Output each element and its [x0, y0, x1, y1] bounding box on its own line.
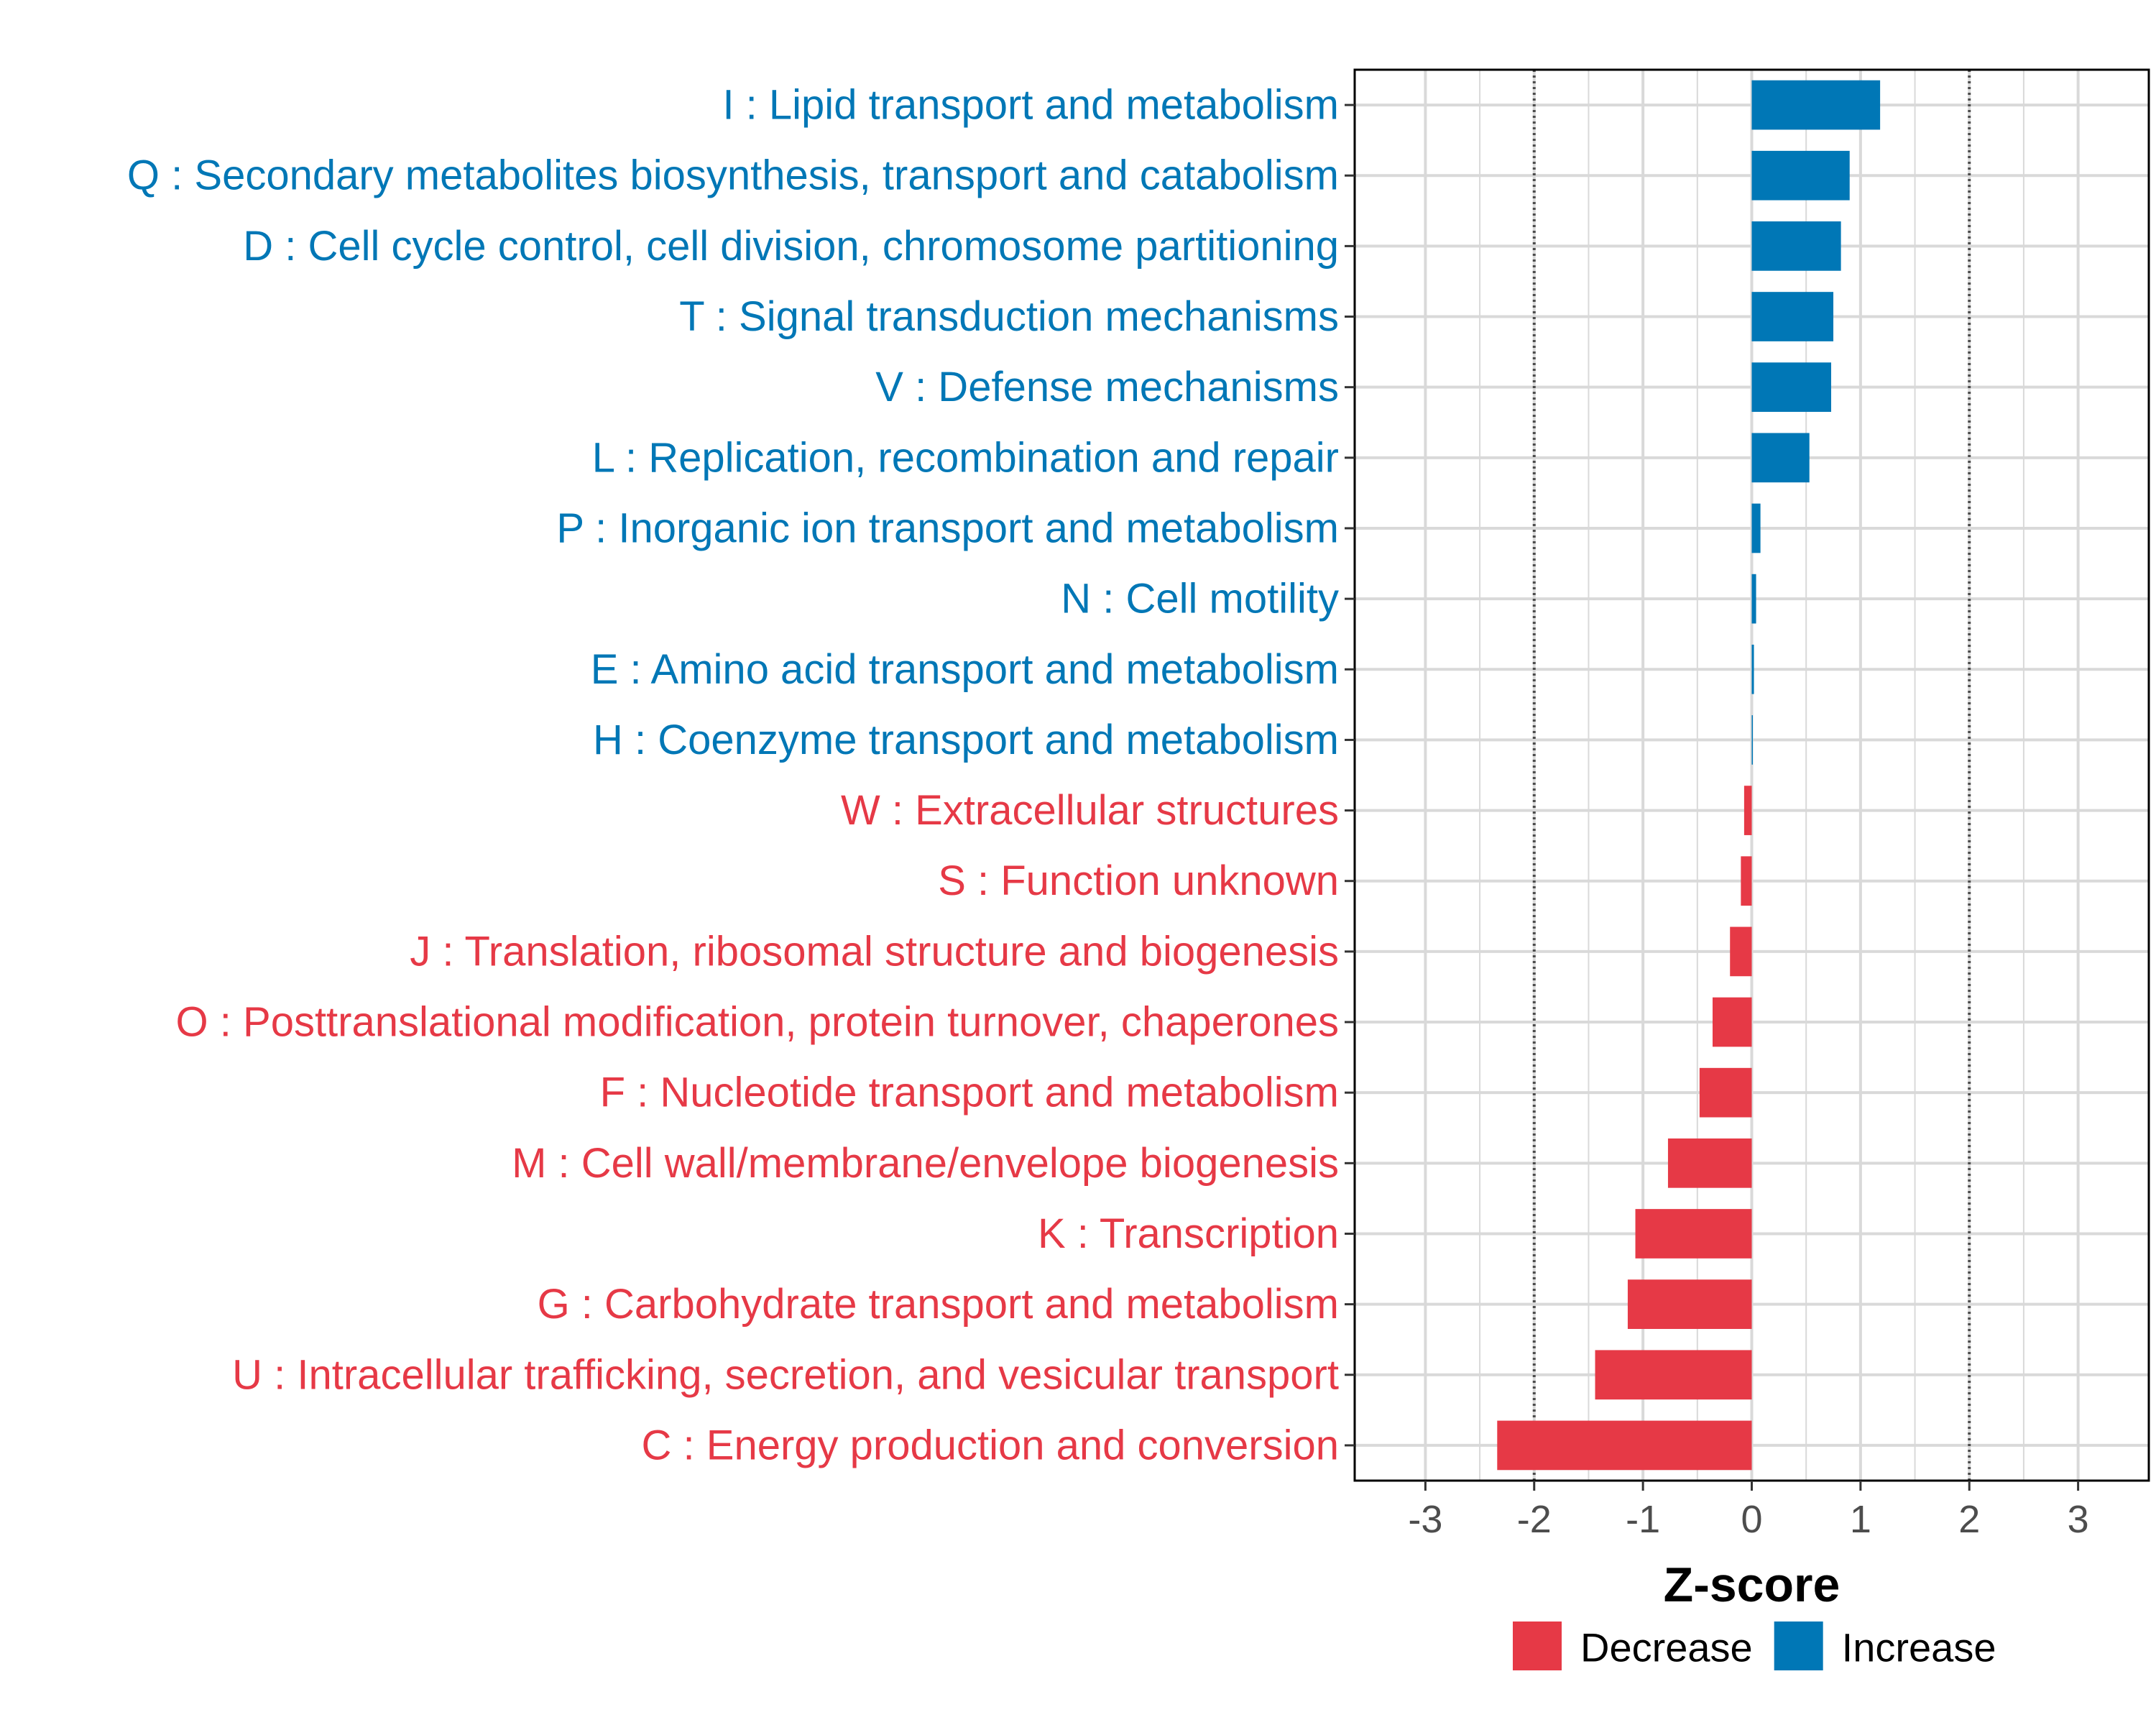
bar-n: [1751, 574, 1756, 624]
bar-h: [1751, 715, 1754, 765]
bar-w: [1743, 786, 1752, 835]
category-label: H : Coenzyme transport and metabolism: [593, 717, 1339, 763]
legend-label-decrease: Decrease: [1580, 1625, 1753, 1670]
bar-u: [1595, 1350, 1752, 1400]
bar-k: [1635, 1209, 1752, 1259]
legend: Decrease Increase: [1513, 1622, 1996, 1670]
category-label: U : Intracellular trafficking, secretion…: [232, 1351, 1339, 1398]
category-label: O : Posttranslational modification, prot…: [176, 999, 1339, 1046]
category-label: K : Transcription: [1038, 1210, 1339, 1257]
x-tick-label: -3: [1408, 1498, 1442, 1541]
category-label: E : Amino acid transport and metabolism: [591, 646, 1339, 693]
x-tick-label: -1: [1626, 1498, 1660, 1541]
bars: [1497, 80, 1881, 1471]
legend-swatch-increase: [1774, 1622, 1823, 1670]
bar-i: [1751, 80, 1881, 130]
x-tick-label: -2: [1517, 1498, 1552, 1541]
category-label: N : Cell motility: [1061, 576, 1339, 622]
x-tick-label: 1: [1850, 1498, 1871, 1541]
bar-o: [1713, 997, 1752, 1047]
category-label: V : Defense mechanisms: [875, 364, 1339, 410]
category-label: Q : Secondary metabolites biosynthesis, …: [127, 152, 1339, 199]
category-label: M : Cell wall/membrane/envelope biogenes…: [512, 1140, 1339, 1187]
bar-d: [1751, 221, 1841, 271]
bar-s: [1741, 856, 1752, 906]
x-tick-label: 3: [2068, 1498, 2089, 1541]
category-label: T : Signal transduction mechanisms: [679, 293, 1339, 340]
bar-q: [1751, 150, 1850, 201]
category-label: F : Nucleotide transport and metabolism: [600, 1070, 1339, 1116]
legend-label-increase: Increase: [1842, 1625, 1996, 1670]
bar-l: [1751, 433, 1810, 483]
category-label: W : Extracellular structures: [841, 787, 1339, 834]
x-tick-label: 2: [1958, 1498, 1980, 1541]
bar-g: [1627, 1279, 1752, 1329]
bar-p: [1751, 503, 1761, 553]
x-axis-ticks: -3 -2 -1 0 1 2 3: [1408, 1481, 2089, 1541]
bar-t: [1751, 292, 1834, 341]
legend-swatch-decrease: [1513, 1622, 1562, 1670]
x-axis-title: Z-score: [1664, 1558, 1841, 1612]
bar-j: [1730, 926, 1752, 977]
category-label: G : Carbohydrate transport and metabolis…: [538, 1281, 1339, 1328]
bar-v: [1751, 362, 1831, 413]
bar-m: [1667, 1138, 1752, 1188]
bar-c: [1497, 1420, 1752, 1471]
category-label: D : Cell cycle control, cell division, c…: [243, 223, 1339, 270]
category-label: L : Replication, recombination and repai…: [592, 434, 1339, 481]
bar-f: [1699, 1067, 1752, 1118]
bar-e: [1751, 644, 1754, 694]
y-axis-ticks: [1345, 104, 1355, 1447]
category-label: J : Translation, ribosomal structure and…: [410, 928, 1339, 975]
category-label: I : Lipid transport and metabolism: [722, 82, 1339, 129]
category-label: C : Energy production and conversion: [642, 1422, 1339, 1468]
x-tick-label: 0: [1741, 1498, 1762, 1541]
category-label: S : Function unknown: [938, 857, 1339, 904]
category-label: P : Inorganic ion transport and metaboli…: [556, 505, 1339, 551]
y-axis-category-labels: I : Lipid transport and metabolism Q : Se…: [127, 82, 1339, 1469]
